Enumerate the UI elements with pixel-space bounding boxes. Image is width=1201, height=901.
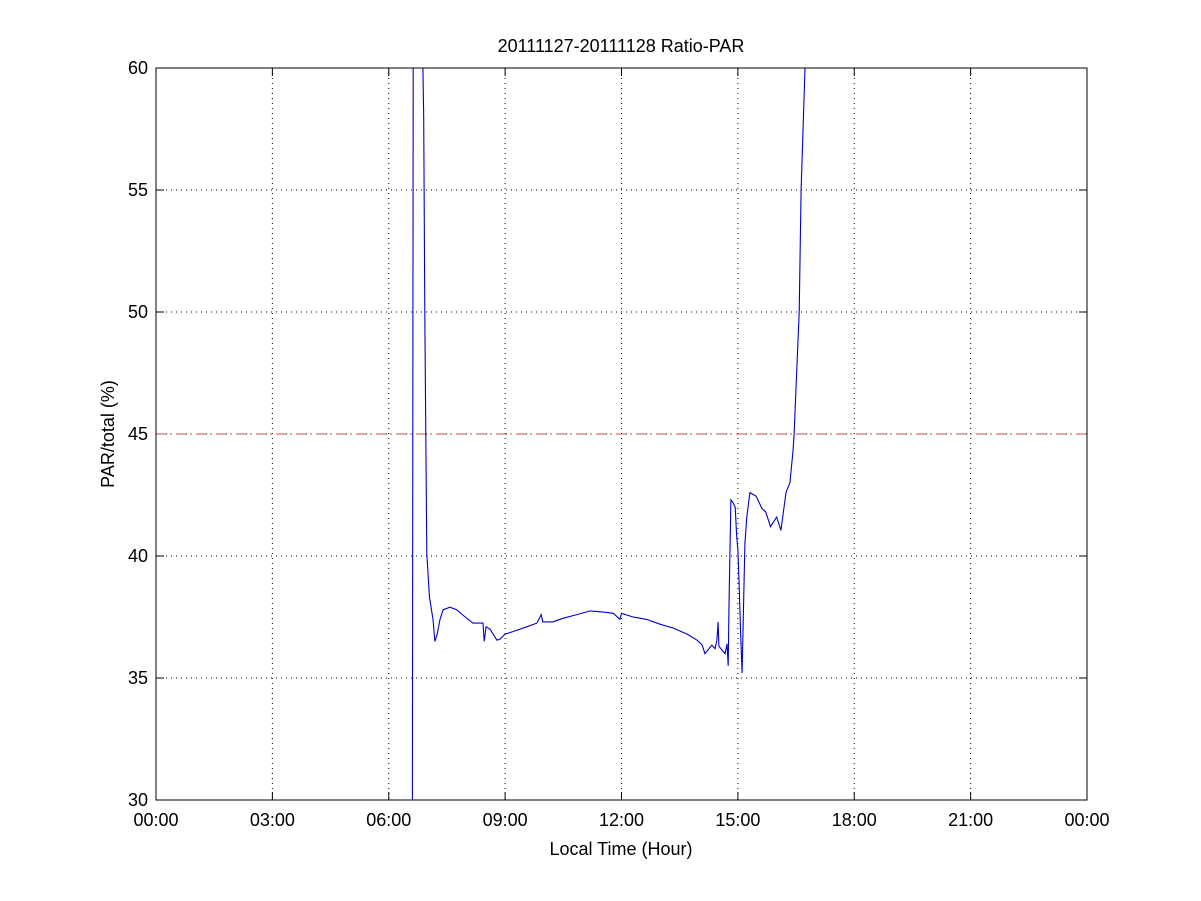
y-tick-label: 50 xyxy=(128,302,148,322)
x-tick-label: 18:00 xyxy=(832,810,877,830)
x-tick-label: 03:00 xyxy=(250,810,295,830)
y-tick-labels: 30 35 40 45 50 55 60 xyxy=(128,58,148,810)
x-tick-label: 12:00 xyxy=(599,810,644,830)
series-line xyxy=(411,68,808,800)
y-tick-label: 35 xyxy=(128,668,148,688)
y-tick-label: 55 xyxy=(128,180,148,200)
x-tick-label: 09:00 xyxy=(483,810,528,830)
x-tick-label: 00:00 xyxy=(1064,810,1109,830)
x-tick-label: 00:00 xyxy=(133,810,178,830)
x-axis-label: Local Time (Hour) xyxy=(549,839,692,859)
chart-title: 20111127-20111128 Ratio-PAR xyxy=(498,36,745,56)
x-tick-label: 15:00 xyxy=(715,810,760,830)
x-tick-label: 06:00 xyxy=(366,810,411,830)
y-tick-label: 40 xyxy=(128,546,148,566)
y-tick-label: 45 xyxy=(128,424,148,444)
y-axis-label: PAR/total (%) xyxy=(98,380,118,488)
axes-box xyxy=(155,67,1088,801)
x-tick-labels: 00:00 03:00 06:00 09:00 12:00 15:00 18:00 21:00… xyxy=(133,810,1109,830)
x-tick-label: 21:00 xyxy=(948,810,993,830)
y-tick-label: 60 xyxy=(128,58,148,78)
y-tick-label: 30 xyxy=(128,790,148,810)
